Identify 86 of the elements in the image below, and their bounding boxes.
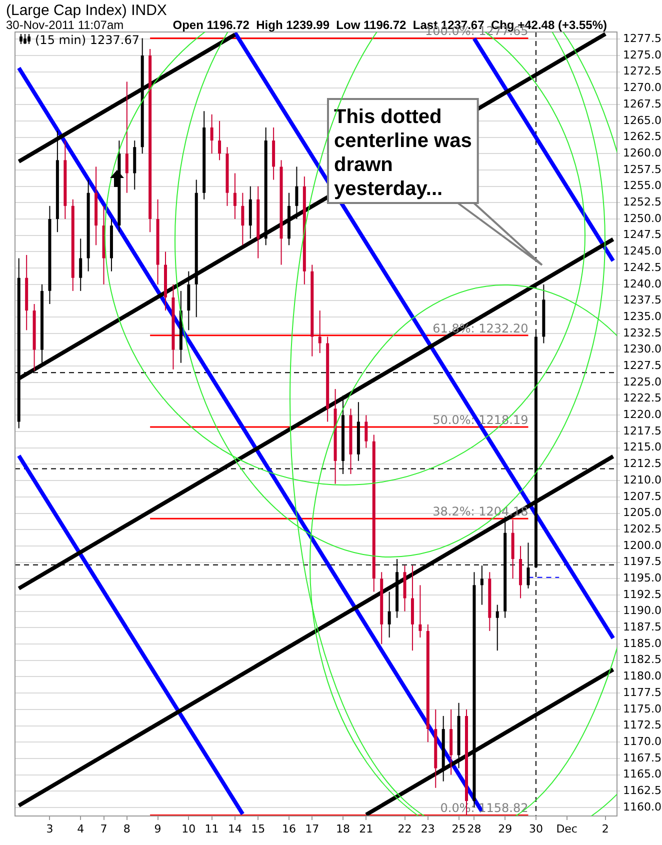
y-tick-label: 1247.5 — [623, 228, 662, 242]
y-tick-label: 1185.0 — [623, 636, 662, 650]
y-tick-label: 1182.5 — [623, 653, 662, 666]
x-tick-label: 18 — [336, 822, 350, 836]
x-tick-label: 30 — [528, 822, 543, 836]
x-tick-label: 9 — [154, 822, 162, 836]
x-tick-label: Dec — [556, 822, 578, 836]
y-tick-label: 1192.5 — [623, 588, 662, 601]
candlestick — [125, 81, 128, 194]
x-tick-label: 2 — [602, 822, 609, 836]
y-tick-label: 1270.0 — [623, 81, 662, 94]
y-tick-label: 1232.5 — [623, 326, 662, 340]
y-tick-label: 1257.5 — [623, 162, 662, 176]
y-tick-label: 1210.0 — [623, 473, 662, 486]
y-tick-label: 1205.0 — [623, 506, 662, 520]
y-tick-label: 1160.0 — [623, 800, 662, 814]
y-tick-label: 1187.5 — [623, 620, 662, 634]
x-tick-label: 22 — [398, 822, 412, 836]
candlestick — [241, 192, 244, 246]
y-tick-label: 1165.0 — [623, 768, 662, 781]
chart-subtitle: 30-Nov-2011 11:07am — [6, 18, 124, 32]
y-tick-label: 1230.0 — [623, 342, 662, 356]
y-tick-label: 1170.0 — [623, 734, 662, 748]
y-tick-label: 1212.5 — [623, 457, 662, 470]
y-tick-label: 1260.0 — [623, 146, 662, 160]
candlestick — [210, 114, 214, 154]
x-tick-label: 28 — [467, 822, 482, 836]
y-tick-label: 1235.0 — [623, 310, 662, 323]
x-tick-label: 23 — [420, 822, 435, 836]
y-tick-label: 1222.5 — [623, 392, 662, 405]
x-tick-label: 17 — [305, 822, 320, 836]
x-tick-label: 25 — [452, 822, 466, 836]
y-tick-label: 1240.0 — [623, 277, 662, 290]
candlestick — [233, 172, 236, 220]
y-tick-label: 1227.5 — [623, 358, 662, 372]
x-tick-label: 29 — [498, 822, 512, 836]
y-tick-label: 1252.5 — [623, 196, 662, 209]
y-tick-label: 1250.0 — [623, 212, 662, 225]
y-tick-label: 1200.0 — [623, 538, 662, 552]
annotation: This dotted centerline was drawn yesterday... — [334, 106, 472, 200]
legend-label: (15 min) 1237.67 — [35, 33, 140, 47]
candlestick — [318, 310, 322, 354]
x-tick-label: 4 — [77, 822, 84, 836]
y-tick-label: 1172.5 — [623, 718, 662, 732]
x-tick-label: 14 — [228, 822, 242, 836]
candlestick — [480, 565, 484, 606]
candlestick — [364, 414, 368, 448]
candlestick — [418, 584, 422, 638]
y-tick-label: 1180.0 — [623, 670, 662, 683]
x-tick-label: 16 — [282, 822, 296, 836]
x-tick-label: 15 — [251, 822, 266, 836]
y-tick-label: 1217.5 — [623, 424, 662, 438]
y-tick-label: 1167.5 — [623, 751, 662, 764]
y-tick-label: 1242.5 — [623, 260, 662, 274]
x-tick-label: 7 — [100, 822, 108, 836]
y-tick-label: 1220.0 — [623, 408, 662, 422]
y-tick-label: 1202.5 — [623, 522, 662, 536]
candlestick — [496, 604, 499, 652]
x-tick-label: 11 — [204, 822, 219, 836]
y-tick-label: 1262.5 — [623, 130, 662, 144]
y-tick-label: 1245.0 — [623, 244, 662, 258]
candlestick — [295, 166, 298, 220]
y-tick-label: 1175.0 — [623, 702, 662, 716]
y-tick-label: 1215.0 — [623, 440, 662, 454]
y-tick-label: 1255.0 — [623, 179, 662, 192]
y-tick-label: 1277.5 — [623, 32, 662, 46]
y-tick-label: 1177.5 — [623, 686, 662, 699]
candlestick — [79, 238, 82, 292]
y-tick-label: 1207.5 — [623, 490, 662, 503]
y-tick-label: 1197.5 — [623, 555, 662, 568]
y-tick-label: 1162.5 — [623, 784, 662, 798]
x-tick-label: 21 — [359, 822, 374, 836]
x-tick-label: 8 — [123, 822, 130, 836]
y-tick-label: 1190.0 — [623, 604, 662, 618]
y-tick-label: 1267.5 — [623, 97, 662, 110]
y-tick-label: 1265.0 — [623, 114, 662, 127]
y-tick-label: 1275.0 — [623, 48, 662, 62]
y-tick-label: 1272.5 — [623, 64, 662, 78]
y-tick-label: 1225.0 — [623, 375, 662, 388]
candlestick — [388, 591, 391, 638]
y-tick-label: 1195.0 — [623, 572, 662, 584]
x-tick-label: 10 — [182, 822, 196, 836]
y-tick-label: 1237.5 — [623, 294, 662, 307]
x-tick-label: 3 — [46, 822, 54, 836]
candlestick — [218, 120, 222, 161]
chart-title: (Large Cap Index) INDX — [6, 2, 167, 19]
